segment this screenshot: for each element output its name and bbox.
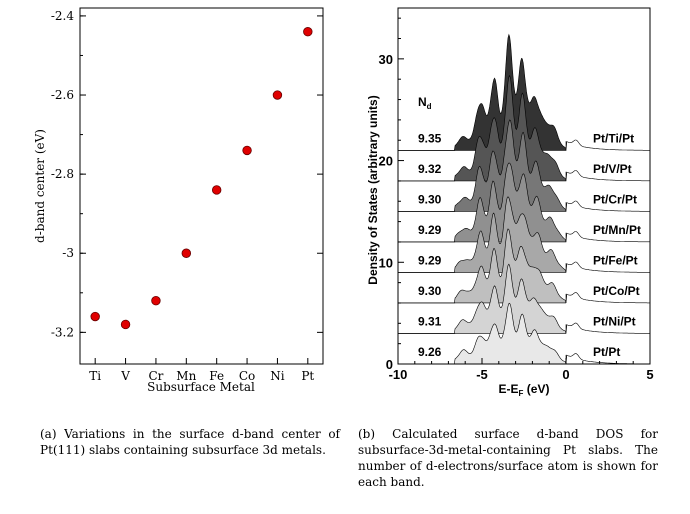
x-label-unit: (eV) (523, 382, 549, 396)
caption-a: (a) Variations in the surface d-band cen… (40, 427, 340, 457)
nd-header-main: N (418, 95, 427, 109)
x-label-sub: F (519, 389, 524, 398)
data-point (120, 319, 131, 330)
nd-value: 9.31 (418, 314, 442, 328)
nd-header: Nd (418, 95, 432, 111)
nd-value: 9.30 (418, 192, 442, 206)
series-label: Pt/Ti/Pt (593, 131, 634, 145)
series-label: Pt/Co/Pt (593, 284, 640, 298)
dos-unoccupied-line (565, 261, 650, 273)
nd-value: 9.32 (418, 162, 442, 176)
data-point (151, 296, 161, 306)
dos-unoccupied-line (565, 231, 650, 243)
chart-b-x-tick-label: -5 (476, 367, 488, 382)
x-label-main: E-E (499, 382, 519, 396)
chart-b-y-tick-label: 0 (386, 357, 393, 372)
chart-a-x-tick-label: V (120, 369, 130, 383)
series-label: Pt/Pt (593, 345, 620, 359)
chart-b-x-tick-label: 0 (562, 367, 569, 382)
chart-a-y-tick-label: -3.2 (51, 325, 74, 339)
chart-b-frame (397, 7, 651, 365)
chart-b-y-ticks: 0 10 20 30 (379, 17, 404, 372)
chart-a-y-tick-label: -2.4 (51, 9, 75, 23)
series-label: Pt/Cr/Pt (593, 192, 637, 206)
chart-b-y-axis-label: Density of States (arbitrary units) (366, 95, 380, 284)
chart-a-y-axis-label: d-band center (eV) (33, 129, 47, 243)
chart-a-x-tick-label: Mn (176, 369, 196, 383)
chart-a-x-tick-label: Ni (270, 369, 285, 383)
chart-a-x-tick-label: Pt (301, 369, 314, 383)
nd-value: 9.35 (418, 131, 442, 145)
data-point (303, 27, 313, 37)
dos-chart: 0 10 20 30 -10 -5 0 5 9.26 Pt/Pt 9.31 Pt/Ni/Pt 9.3… (366, 7, 654, 398)
data-point (272, 90, 283, 100)
data-point (90, 311, 100, 322)
chart-a-frame (79, 7, 324, 365)
caption-b: (b) Calculated surface d-band DOS for su… (358, 427, 658, 489)
dos-unoccupied-line (565, 139, 650, 151)
chart-a-x-tick-label: Ti (89, 369, 101, 383)
series-label: Pt/Ni/Pt (593, 314, 636, 328)
dos-unoccupied-line (565, 322, 650, 334)
chart-a-y-tick-label: -2.8 (51, 167, 74, 181)
dos-series-labels: 9.26 Pt/Pt 9.31 Pt/Ni/Pt 9.30 Pt/Co/Pt 9.29 Pt/… (418, 131, 641, 359)
chart-b-y-tick-label: 10 (379, 255, 393, 270)
dos-unoccupied-line (565, 292, 650, 304)
chart-b-y-tick-label: 20 (379, 154, 393, 169)
chart-b-y-tick-label: 30 (379, 52, 393, 67)
series-label: Pt/V/Pt (593, 162, 632, 176)
chart-a-x-tick-label: Co (239, 369, 255, 383)
data-point (181, 248, 192, 258)
data-point (242, 145, 252, 156)
series-label: Pt/Mn/Pt (593, 223, 641, 237)
chart-b-x-axis-label: E-EF (eV) (499, 382, 550, 398)
chart-a-x-tick-label: Cr (148, 369, 163, 383)
chart-a-x-ticks: Ti V Cr Mn Fe Co Ni Pt (89, 358, 314, 383)
dos-curves (397, 33, 650, 365)
d-band-center-chart: -2.4 -2.6 -2.8 -3 -3.2 Ti V Cr Mn Fe Co Ni Pt d-ban… (33, 7, 324, 394)
nd-header-sub: d (427, 102, 432, 111)
dos-unoccupied-line (565, 200, 650, 212)
chart-a-y-ticks: -2.4 -2.6 -2.8 -3 -3.2 (51, 9, 323, 339)
nd-value: 9.26 (418, 345, 442, 359)
series-label: Pt/Fe/Pt (593, 253, 638, 267)
nd-value: 9.29 (418, 223, 442, 237)
dos-unoccupied-line (565, 170, 650, 182)
chart-b-x-tick-label: 5 (646, 367, 653, 382)
chart-a-y-tick-label: -2.6 (51, 88, 74, 102)
nd-value: 9.30 (418, 284, 442, 298)
chart-a-x-axis-label: Subsurface Metal (147, 380, 255, 394)
chart-a-y-tick-label: -3 (62, 246, 74, 260)
chart-b-x-tick-label: -10 (389, 367, 408, 382)
chart-a-points (90, 27, 313, 330)
chart-a-x-tick-label: Fe (209, 369, 224, 383)
chart-b-x-ticks: -10 -5 0 5 (389, 358, 654, 382)
nd-value: 9.29 (418, 253, 442, 267)
data-point (211, 185, 222, 195)
